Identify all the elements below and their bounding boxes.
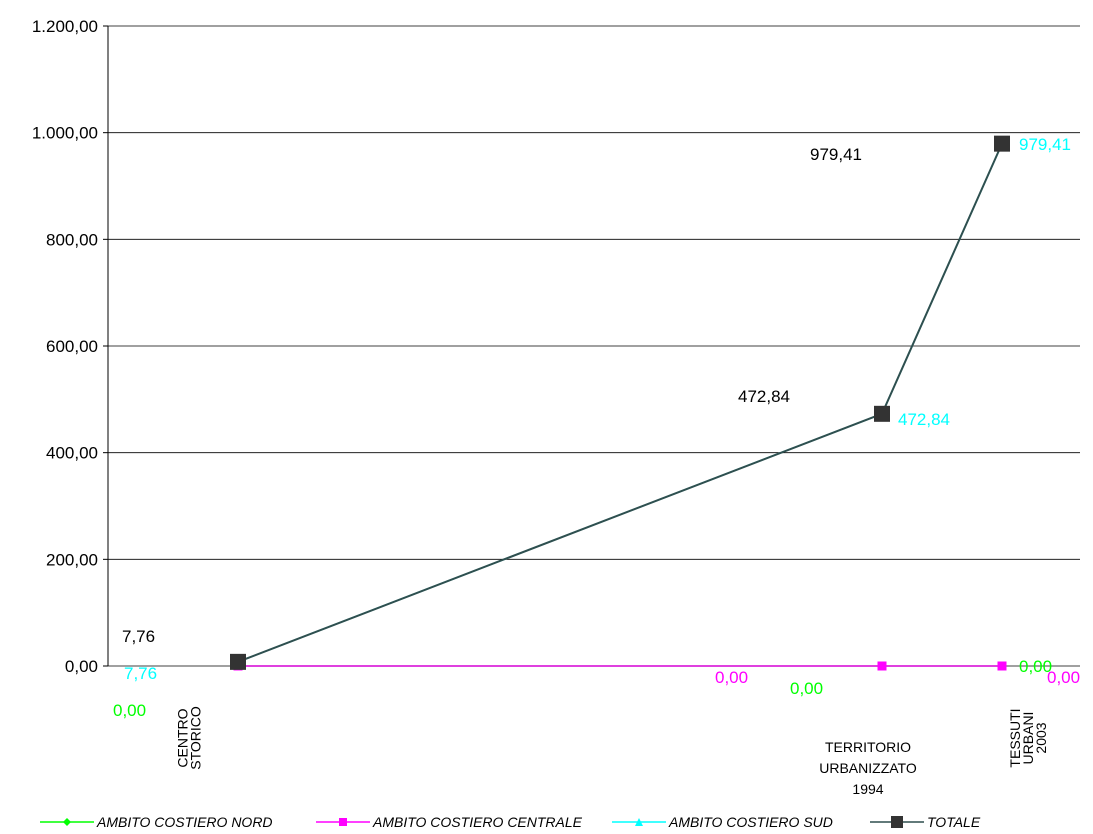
legend-label-centrale: AMBITO COSTIERO CENTRALE	[372, 814, 583, 830]
data-label-totale: 7,76	[122, 627, 155, 646]
series-line-totale	[237, 143, 1003, 663]
data-label-centrale: 0,00	[1047, 668, 1080, 687]
data-label-nord: 0,00	[1019, 657, 1052, 676]
data-label-totale: 979,41	[810, 145, 862, 164]
legend-label-sud: AMBITO COSTIERO SUD	[668, 814, 833, 830]
y-tick-label: 400,00	[46, 444, 98, 463]
gridlines	[108, 25, 1080, 667]
point-centrale	[877, 661, 887, 671]
y-tick-label: 1.200,00	[32, 17, 98, 36]
data-label-nord: 0,00	[113, 701, 146, 720]
legend: AMBITO COSTIERO NORD AMBITO COSTIERO CENT…	[40, 814, 981, 830]
data-labels: 7,76472,84979,417,76472,84979,410,000,00…	[113, 135, 1080, 720]
data-label-totale: 472,84	[738, 387, 790, 406]
y-tick-label: 200,00	[46, 550, 98, 569]
legend-label-nord: AMBITO COSTIERO NORD	[96, 814, 273, 830]
data-label-nord: 0,00	[790, 679, 823, 698]
series-layer	[230, 135, 1010, 671]
category-label: CENTROSTORICO	[175, 706, 204, 770]
y-tick-label: 1.000,00	[32, 124, 98, 143]
y-tick-label: 0,00	[65, 657, 98, 676]
point-totale	[874, 405, 890, 422]
data-label-sud: 472,84	[898, 410, 950, 429]
y-axis: 0,00 200,00 400,00 600,00 800,00 1.000,00 1.20…	[32, 17, 109, 676]
point-totale	[994, 135, 1010, 152]
point-centrale	[997, 661, 1007, 671]
legend-marker-totale	[891, 816, 903, 828]
legend-marker-sud	[635, 818, 643, 826]
category-label: TERRITORIO URBANIZZATO 1994	[819, 739, 917, 797]
legend-marker-centrale	[339, 818, 347, 826]
category-label: TESSUTIURBANI2003	[1007, 708, 1049, 767]
legend-label-totale: TOTALE	[927, 814, 981, 830]
legend-marker-nord	[63, 818, 71, 826]
y-tick-label: 800,00	[46, 230, 98, 249]
data-label-centrale: 0,00	[715, 668, 748, 687]
data-label-sud: 7,76	[124, 664, 157, 683]
x-axis: CENTROSTORICO TERRITORIO URBANIZZATO 1994 TE…	[175, 706, 1050, 797]
y-tick-label: 600,00	[46, 337, 98, 356]
point-totale	[230, 653, 246, 670]
data-label-sud: 979,41	[1019, 135, 1071, 154]
